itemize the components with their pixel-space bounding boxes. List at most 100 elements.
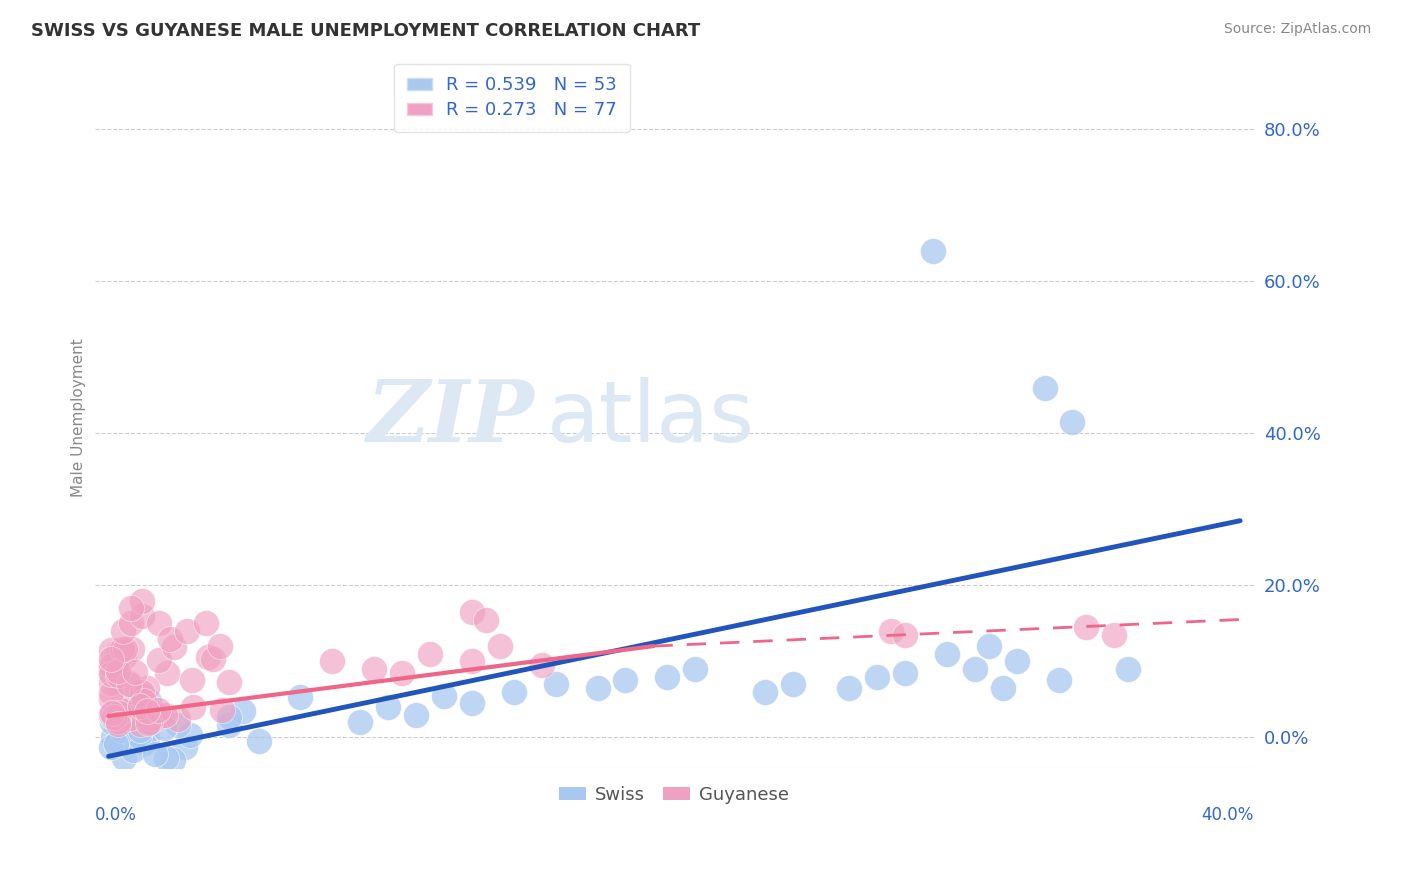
Point [139,715,162,730]
Point [1005,654,1028,668]
Point [129,716,152,731]
Point [110,703,132,717]
Point [218,710,240,724]
Point [124,665,146,679]
Point [838,681,860,695]
Point [614,673,637,688]
Point [349,715,371,730]
Point [104,737,127,751]
Point [866,669,889,683]
Point [502,684,524,698]
Point [586,681,609,695]
Point [111,723,134,738]
Point [218,675,240,690]
Point [129,723,152,737]
Point [405,707,427,722]
Point [197,649,219,664]
Point [167,717,190,731]
Point [110,717,132,731]
Text: atlas: atlas [547,376,755,459]
Point [138,715,160,730]
Point [181,700,204,714]
Point [782,677,804,691]
Point [247,734,270,748]
Point [107,714,129,728]
Point [1033,381,1056,395]
Point [155,751,177,765]
Point [657,669,679,683]
Point [138,694,160,708]
Text: 0.0%: 0.0% [94,806,136,824]
Point [461,605,484,619]
Point [290,690,312,704]
Point [114,704,136,718]
Point [977,639,1000,653]
Point [433,689,456,703]
Point [128,729,150,743]
Point [111,624,134,638]
Point [101,715,124,730]
Point [685,662,707,676]
Point [209,639,232,653]
Point [100,675,122,690]
Point [101,710,124,724]
Text: SWISS VS GUYANESE MALE UNEMPLOYMENT CORRELATION CHART: SWISS VS GUYANESE MALE UNEMPLOYMENT CORR… [31,22,700,40]
Point [112,704,135,718]
Point [391,665,413,680]
Point [173,739,195,754]
Point [120,601,142,615]
Point [108,706,131,721]
Point [100,659,122,673]
Point [121,641,143,656]
Point [1118,662,1140,676]
Point [103,710,125,724]
Point [181,673,204,687]
Point [132,736,155,750]
Point [107,714,129,728]
Point [111,646,134,660]
Point [153,708,176,723]
Text: Source: ZipAtlas.com: Source: ZipAtlas.com [1223,22,1371,37]
Point [132,689,155,703]
Point [530,658,553,673]
Point [1104,628,1126,642]
Point [128,699,150,714]
Point [148,710,170,724]
Point [100,740,122,755]
Point [107,668,129,682]
Point [111,641,134,656]
Point [114,642,136,657]
Point [894,665,917,680]
Point [963,662,986,676]
Point [1047,673,1070,688]
Point [131,593,153,607]
Point [461,696,484,710]
Point [107,665,129,679]
Point [100,692,122,706]
Point [101,706,124,720]
Point [488,639,510,653]
Point [110,681,132,696]
Point [141,710,163,724]
Point [991,681,1014,695]
Point [880,624,903,638]
Point [135,699,157,714]
Point [143,747,166,762]
Point [146,703,169,717]
Point [167,712,190,726]
Point [921,244,943,258]
Point [100,652,122,666]
Text: ZIP: ZIP [367,376,536,460]
Point [112,649,135,664]
Point [156,665,179,680]
Point [131,608,153,623]
Point [201,652,224,666]
Point [105,711,128,725]
Point [100,706,122,721]
Point [935,647,957,661]
Point [136,731,159,745]
Point [100,663,122,677]
Point [143,706,166,720]
Point [211,703,233,717]
Point [100,686,122,700]
